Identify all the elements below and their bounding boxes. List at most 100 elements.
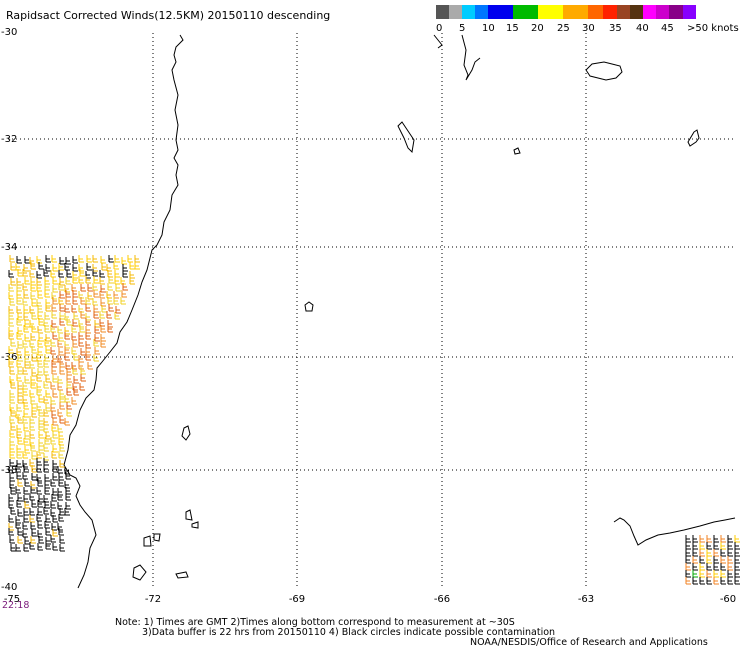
- wind-barb: [22, 340, 28, 348]
- wind-barb: [15, 544, 21, 552]
- wind-barb: [16, 404, 22, 412]
- wind-barb: [43, 418, 49, 426]
- wind-barb: [58, 283, 64, 291]
- wind-barb: [78, 276, 84, 284]
- wind-barb: [8, 528, 14, 536]
- wind-barb: [72, 264, 78, 272]
- wind-barb: [52, 390, 58, 398]
- wind-barb: [85, 271, 91, 279]
- wind-barb: [30, 536, 36, 544]
- wind-barb: [734, 542, 740, 550]
- wind-barb: [87, 284, 93, 292]
- wind-barb: [16, 460, 22, 468]
- wind-barb: [59, 544, 65, 552]
- wind-barb: [92, 264, 98, 272]
- wind-barb: [66, 388, 72, 396]
- wind-barb: [8, 319, 14, 327]
- legend-tick: 30: [582, 23, 595, 34]
- wind-barb: [65, 493, 71, 501]
- wind-barb: [78, 355, 84, 363]
- color-legend: 0 5 10 15 20 25 30 35 40 45 >50 knots: [436, 5, 739, 34]
- wind-barb: [52, 473, 58, 481]
- wind-barb: [64, 395, 70, 403]
- wind-barb: [37, 521, 43, 529]
- wind-barb: [64, 305, 70, 313]
- wind-barb: [699, 577, 705, 585]
- wind-barb: [57, 488, 63, 496]
- wind-barb: [720, 577, 726, 585]
- wind-barb: [93, 311, 99, 319]
- wind-barb: [50, 437, 56, 445]
- wind-barb: [8, 466, 14, 474]
- wind-barb: [9, 451, 15, 459]
- wind-barb: [115, 306, 121, 314]
- wind-barb: [129, 277, 135, 285]
- wind-barb: [37, 508, 43, 516]
- wind-barb: [51, 320, 57, 328]
- wind-barb: [16, 297, 22, 305]
- wind-barb: [9, 536, 15, 544]
- legend-swatch: [488, 5, 513, 19]
- wind-barb: [37, 543, 43, 551]
- wind-barb: [80, 311, 86, 319]
- wind-barb: [10, 263, 16, 271]
- wind-barb: [31, 473, 37, 481]
- wind-barb: [85, 318, 91, 326]
- legend-swatch: [563, 5, 588, 19]
- wind-barb: [45, 432, 51, 440]
- wind-barb: [10, 278, 16, 286]
- wind-barb: [66, 409, 72, 417]
- wind-barb: [45, 537, 51, 545]
- wind-barb: [43, 396, 49, 404]
- wind-barb: [50, 479, 56, 487]
- wind-barb: [727, 542, 733, 550]
- wind-barb: [16, 318, 22, 326]
- legend-tick: 15: [506, 23, 519, 34]
- wind-barb: [37, 479, 43, 487]
- wind-barb: [43, 269, 49, 277]
- wind-barb: [36, 256, 42, 264]
- wind-barb: [706, 549, 712, 557]
- wind-barb: [73, 353, 79, 361]
- wind-barb: [10, 507, 16, 515]
- wind-barb: [58, 479, 64, 487]
- rio-de-la-plata: [585, 61, 623, 81]
- wind-barb: [8, 332, 14, 340]
- wind-barb: [38, 417, 44, 425]
- wind-barb: [44, 354, 50, 362]
- wind-barb: [692, 570, 698, 578]
- wind-barb: [15, 263, 21, 271]
- island-i: [153, 533, 161, 542]
- wind-barb: [23, 264, 29, 272]
- wind-barb: [58, 451, 64, 459]
- wind-barb: [71, 305, 77, 313]
- wind-barb: [9, 430, 15, 438]
- lat-lon-grid: [8, 33, 735, 588]
- wind-barb: [85, 332, 91, 340]
- wind-barb: [64, 341, 70, 349]
- wind-barb: [734, 577, 740, 585]
- wind-barb: [65, 487, 71, 495]
- legend-swatch: [630, 5, 643, 19]
- wind-barb: [24, 501, 30, 509]
- wind-barb: [23, 410, 29, 418]
- wind-barb: [64, 481, 70, 489]
- wind-barb: [134, 262, 140, 270]
- wind-barb: [29, 459, 35, 467]
- wind-barb: [59, 257, 65, 265]
- wind-barb: [58, 263, 64, 271]
- island-g: [191, 521, 199, 529]
- wind-barb: [9, 390, 15, 398]
- legend-swatch: [475, 5, 488, 19]
- wind-barb: [107, 325, 113, 333]
- wind-barb: [17, 341, 23, 349]
- wind-barb: [713, 563, 719, 571]
- wind-barb: [65, 277, 71, 285]
- legend-tick: 25: [557, 23, 570, 34]
- lon-label: -72: [145, 594, 161, 605]
- wind-barb: [30, 376, 36, 384]
- wind-barb: [22, 416, 28, 424]
- wind-barb: [52, 332, 58, 340]
- island-j: [132, 564, 147, 581]
- wind-barb: [73, 312, 79, 320]
